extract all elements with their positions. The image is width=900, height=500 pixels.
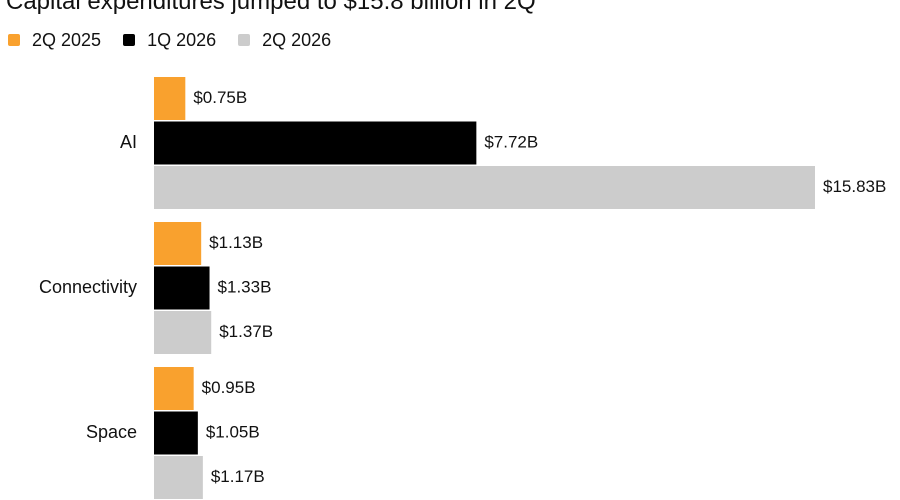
value-label-space-2q-2025: $0.95B <box>202 378 256 397</box>
bar-ai-1q-2026 <box>154 121 477 165</box>
bar-space-1q-2026 <box>154 411 198 455</box>
bar-connectivity-2q-2026 <box>154 311 212 354</box>
category-label-space: Space <box>86 422 137 442</box>
value-label-connectivity-2q-2026: $1.37B <box>219 322 273 341</box>
category-label-ai: AI <box>120 132 137 152</box>
bar-space-2q-2026 <box>154 456 203 499</box>
legend-item-2q-2026: 2Q 2026 <box>238 30 331 51</box>
legend-label-2q-2025: 2Q 2025 <box>32 29 102 50</box>
category-label-connectivity: Connectivity <box>39 277 137 297</box>
legend-item-1q-2026: 1Q 2026 <box>123 30 216 51</box>
value-label-connectivity-2q-2025: $1.13B <box>209 233 263 252</box>
value-label-ai-1q-2026: $7.72B <box>484 132 538 151</box>
bar-connectivity-2q-2025 <box>154 222 202 265</box>
value-label-space-2q-2026: $1.17B <box>211 467 265 486</box>
legend-swatch-2q-2026 <box>238 34 251 46</box>
value-label-ai-2q-2026: $15.83B <box>823 177 886 196</box>
bar-space-2q-2025 <box>154 367 194 410</box>
legend-label-1q-2026: 1Q 2026 <box>147 29 217 50</box>
legend-label-2q-2026: 2Q 2026 <box>262 29 332 50</box>
value-label-connectivity-1q-2026: $1.33B <box>218 277 272 296</box>
legend-swatch-2q-2025 <box>8 34 20 46</box>
legend: 2Q 2025 1Q 2026 2Q 2026 <box>8 30 353 50</box>
bar-ai-2q-2025 <box>154 77 186 120</box>
value-label-space-1q-2026: $1.05B <box>206 422 260 441</box>
bar-connectivity-1q-2026 <box>154 266 210 310</box>
chart-title: Capital expenditures jumped to $15.8 bil… <box>6 0 536 15</box>
bar-ai-2q-2026 <box>154 166 815 209</box>
legend-swatch-1q-2026 <box>123 34 136 46</box>
legend-item-2q-2025: 2Q 2025 <box>8 30 101 51</box>
value-label-ai-2q-2025: $0.75B <box>193 88 247 107</box>
